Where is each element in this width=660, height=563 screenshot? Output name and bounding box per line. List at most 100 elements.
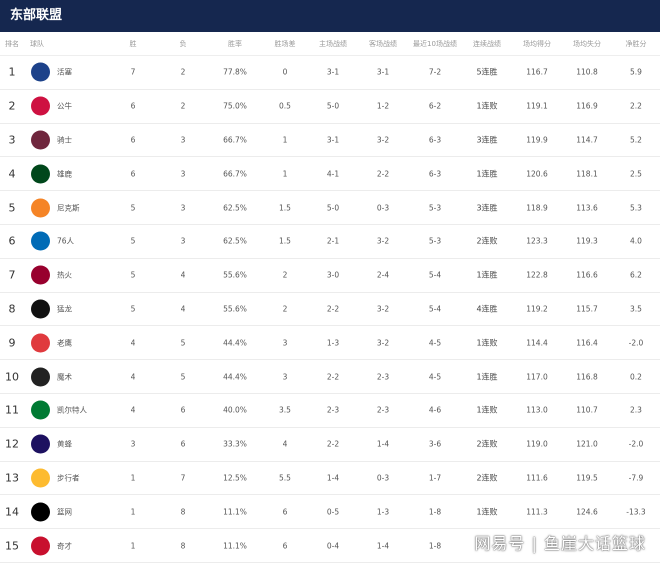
team-name[interactable]: 奇才 (57, 541, 72, 551)
games-behind: 1 (282, 169, 288, 179)
table-row[interactable]: 4 雄鹿 6 3 66.7% 1 4-1 2-2 6-3 1连胜 120.6 118.1 2.5 (0, 157, 660, 192)
column-header[interactable]: 胜 (129, 39, 137, 48)
points-for: 123.3 (526, 236, 548, 246)
team-logo-icon (31, 130, 50, 150)
point-diff: 6.2 (630, 270, 642, 280)
games-behind: 1.5 (279, 203, 291, 213)
table-row[interactable]: 1 活塞 7 2 77.8% 0 3-1 3-1 7-2 5连胜 116.7 110.8 5.9 (0, 56, 660, 90)
column-header[interactable]: 排名 (5, 39, 19, 48)
table-row[interactable]: 14 篮网 1 8 11.1% 6 0-5 1-3 1-8 1连败 111.3 124.6 -13.3 (0, 495, 660, 530)
column-header[interactable]: 场均失分 (573, 39, 601, 48)
column-header[interactable]: 主场战绩 (319, 39, 347, 48)
home-record: 5-0 (326, 203, 340, 213)
table-row[interactable]: 2 公牛 6 2 75.0% 0.5 5-0 1-2 6-2 1连败 119.1 116.9 2.2 (0, 90, 660, 124)
streak: 4连胜 (476, 304, 498, 314)
point-diff: -7.9 (628, 473, 644, 483)
column-header[interactable]: 胜场差 (274, 39, 296, 48)
rank: 9 (8, 336, 16, 350)
wins: 3 (130, 439, 136, 449)
home-record: 4-1 (326, 169, 340, 179)
streak: 1连败 (476, 507, 498, 517)
team-name[interactable]: 凯尔特人 (57, 405, 87, 415)
away-record: 0-3 (376, 203, 390, 213)
team-logo-icon (31, 231, 50, 251)
column-header[interactable]: 胜率 (228, 39, 242, 48)
streak: 2连败 (476, 473, 498, 483)
team-name[interactable]: 76人 (57, 236, 75, 246)
home-record: 2-3 (326, 405, 340, 415)
streak: 1连胜 (476, 270, 498, 280)
away-record: 2-3 (376, 405, 390, 415)
team-name[interactable]: 骑士 (57, 135, 72, 145)
team-logo-icon (31, 468, 50, 488)
team-logo-icon (31, 265, 50, 285)
wins: 5 (130, 304, 136, 314)
table-row[interactable]: 3 骑士 6 3 66.7% 1 3-1 3-2 6-3 3连胜 119.9 114.7 5.2 (0, 124, 660, 158)
table-row[interactable]: 6 76人 5 3 62.5% 1.5 2-1 3-2 5-3 2连败 123.3 119.3 4.0 (0, 225, 660, 259)
column-header[interactable]: 连续战绩 (473, 39, 501, 48)
column-header[interactable]: 客场战绩 (369, 39, 397, 48)
points-for: 122.8 (526, 270, 548, 280)
point-diff: -2.0 (628, 338, 644, 348)
team-name[interactable]: 老鹰 (57, 338, 72, 348)
team-name[interactable]: 雄鹿 (57, 169, 72, 179)
away-record: 2-2 (376, 169, 390, 179)
wins: 1 (130, 473, 136, 483)
points-against: 124.6 (576, 507, 598, 517)
streak: 1连败 (476, 405, 498, 415)
column-header[interactable]: 净胜分 (625, 39, 647, 48)
team-name[interactable]: 猛龙 (57, 304, 72, 314)
games-behind: 6 (282, 507, 288, 517)
team-name[interactable]: 魔术 (57, 372, 72, 382)
points-against: 116.8 (576, 372, 598, 382)
wins: 5 (130, 203, 136, 213)
home-record: 3-1 (326, 135, 340, 145)
team-name[interactable]: 活塞 (57, 67, 72, 77)
team-logo-icon (31, 299, 50, 319)
team-name[interactable]: 公牛 (57, 101, 72, 111)
table-row[interactable]: 5 尼克斯 5 3 62.5% 1.5 5-0 0-3 5-3 3连胜 118.9 113.6 5.3 (0, 191, 660, 225)
rank: 3 (8, 133, 16, 147)
rank: 13 (5, 471, 19, 485)
point-diff: 5.9 (630, 67, 642, 77)
column-header[interactable]: 最近10场战绩 (413, 39, 457, 48)
losses: 4 (180, 304, 186, 314)
team-name[interactable]: 黄蜂 (57, 439, 72, 449)
table-row[interactable]: 11 凯尔特人 4 6 40.0% 3.5 2-3 2-3 4-6 1连败 113.0 110.7 2.… (0, 394, 660, 428)
table-row[interactable]: 13 步行者 1 7 12.5% 5.5 1-4 0-3 1-7 2连败 111.6 119.5 -7.… (0, 462, 660, 496)
games-behind: 3 (282, 338, 288, 348)
standings-table: 1 活塞 7 2 77.8% 0 3-1 3-1 7-2 5连胜 116.7 110.8 5.9 2 公牛 6… (0, 56, 660, 563)
points-for: 119.0 (526, 439, 548, 449)
point-diff: -2.0 (628, 439, 644, 449)
column-header[interactable]: 场均得分 (523, 39, 551, 48)
point-diff: 4.0 (630, 236, 642, 246)
table-row[interactable]: 10 魔术 4 5 44.4% 3 2-2 2-3 4-5 1连胜 117.0 116.8 0.2 (0, 360, 660, 394)
last-10: 1-7 (428, 473, 442, 483)
last-10: 4-6 (428, 405, 442, 415)
point-diff: 2.5 (630, 169, 642, 179)
points-for: 114.4 (526, 338, 548, 348)
table-row[interactable]: 7 热火 5 4 55.6% 2 3-0 2-4 5-4 1连胜 122.8 116.6 6.2 (0, 259, 660, 293)
win-pct: 75.0% (223, 101, 247, 111)
streak: 1连胜 (476, 169, 498, 179)
team-name[interactable]: 热火 (57, 270, 72, 280)
team-name[interactable]: 篮网 (57, 507, 72, 517)
table-row[interactable]: 9 老鹰 4 5 44.4% 3 1-3 3-2 4-5 1连败 114.4 116.4 -2.0 (0, 326, 660, 361)
team-name[interactable]: 尼克斯 (57, 203, 80, 213)
column-header[interactable]: 球队 (30, 39, 44, 48)
home-record: 2-2 (326, 304, 340, 314)
points-against: 116.9 (576, 101, 598, 111)
point-diff: 2.2 (630, 101, 642, 111)
rank: 5 (8, 201, 16, 215)
points-against: 110.8 (576, 67, 598, 77)
column-header[interactable]: 负 (179, 39, 187, 48)
rank: 2 (8, 99, 16, 113)
conference-title: 东部联盟 (0, 0, 660, 32)
team-logo-icon (31, 400, 50, 420)
table-row[interactable]: 12 黄蜂 3 6 33.3% 4 2-2 1-4 3-6 2连败 119.0 121.0 -2.0 (0, 428, 660, 462)
team-name[interactable]: 步行者 (57, 473, 80, 483)
losses: 2 (180, 101, 186, 111)
table-row[interactable]: 8 猛龙 5 4 55.6% 2 2-2 3-2 5-4 4连胜 119.2 115.7 3.5 (0, 293, 660, 327)
losses: 2 (180, 67, 186, 77)
games-behind: 3.5 (279, 405, 291, 415)
